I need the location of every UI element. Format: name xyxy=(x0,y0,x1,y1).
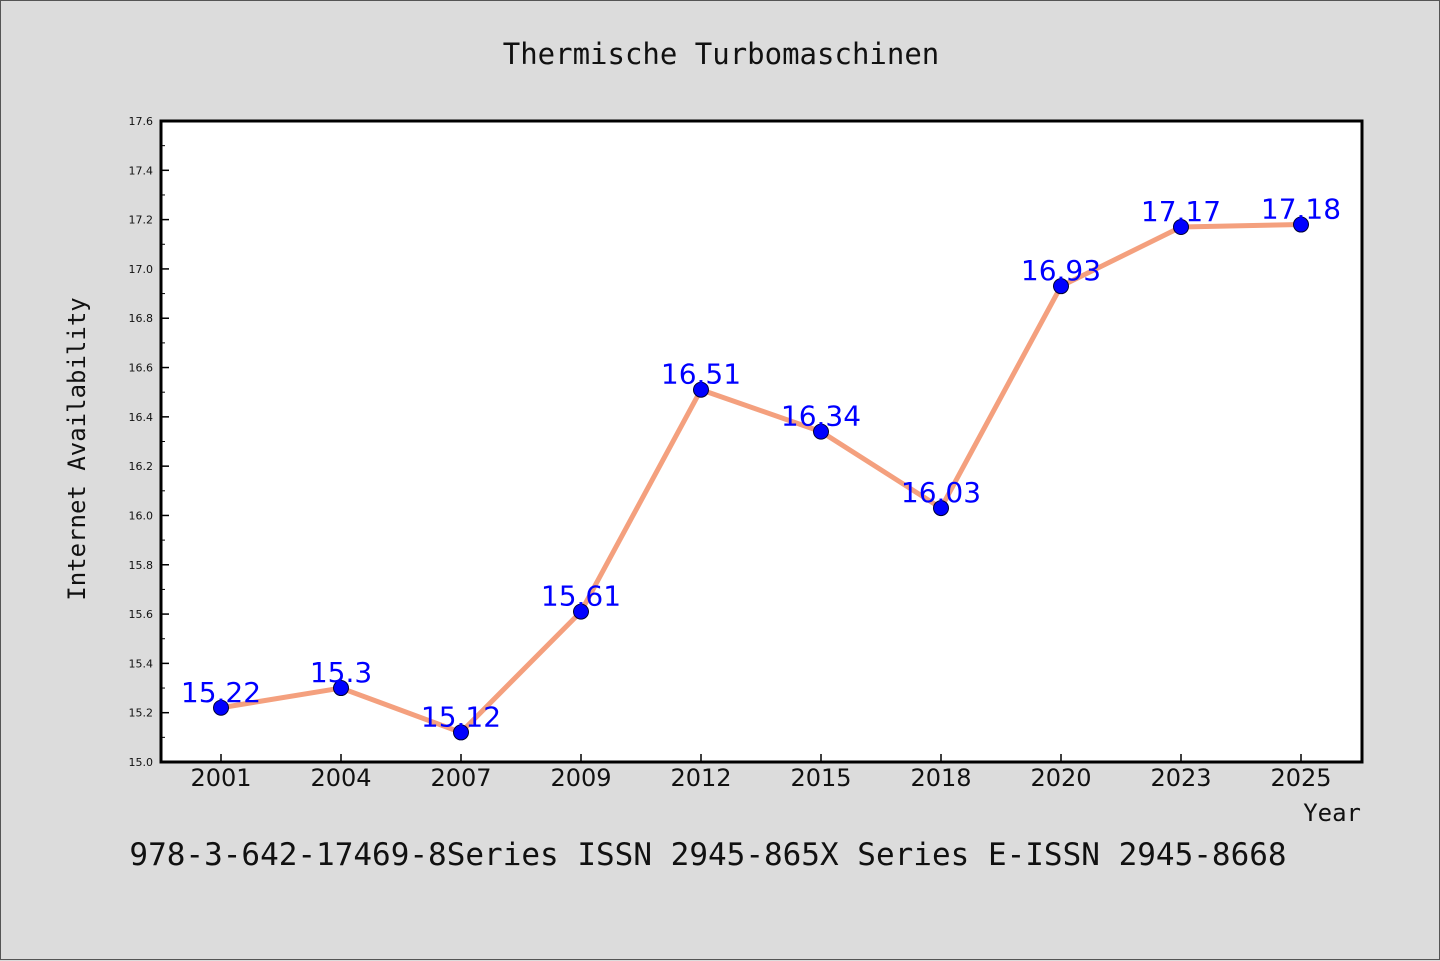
data-label: 17.17 xyxy=(1141,195,1221,228)
y-tick-label: 15.6 xyxy=(129,608,154,621)
y-tick-label: 15.0 xyxy=(129,756,154,769)
x-axis-label: Year xyxy=(1303,799,1361,827)
data-point xyxy=(1293,216,1309,233)
x-tick-label: 2004 xyxy=(310,764,371,792)
x-tick-label: 2012 xyxy=(670,764,731,792)
data-point xyxy=(453,724,469,741)
series-line xyxy=(218,222,1304,735)
y-tick-label: 17.4 xyxy=(129,164,154,177)
data-label: 16.51 xyxy=(661,358,741,391)
x-tick-label: 2009 xyxy=(550,764,611,792)
data-label: 16.03 xyxy=(901,476,981,509)
x-tick-label: 2015 xyxy=(790,764,851,792)
series-line-group xyxy=(218,222,1304,735)
x-tick-label: 2007 xyxy=(430,764,491,792)
data-label: 16.93 xyxy=(1021,254,1101,287)
y-tick-label: 16.0 xyxy=(129,509,154,522)
footer-isbn-text: 978-3-642-17469-8Series ISSN 2945-865X S… xyxy=(129,837,1286,873)
y-axis-label: Internet Availability xyxy=(63,297,91,600)
y-tick-label: 16.6 xyxy=(129,362,154,375)
y-tick-label: 15.4 xyxy=(129,657,154,670)
y-tick-label: 16.8 xyxy=(129,312,154,325)
data-point xyxy=(1173,219,1189,236)
x-tick-label: 2025 xyxy=(1270,764,1331,792)
data-point xyxy=(693,381,709,398)
data-point xyxy=(573,603,589,620)
y-tick-label: 17.2 xyxy=(129,214,154,227)
data-label: 17.18 xyxy=(1261,193,1341,226)
y-axis: 15.0 15.2 15.4 15.6 15.8 16.0 16.2 16.4 16.6 16.8… xyxy=(129,115,169,769)
data-label: 15.61 xyxy=(541,580,621,613)
data-labels: 15.22 15.3 15.12 15.61 16.51 16.34 16.03 16.93 1… xyxy=(181,193,1341,734)
data-point xyxy=(933,500,949,517)
y-tick-label: 17.6 xyxy=(129,115,154,128)
data-points xyxy=(213,216,1309,741)
y-tick-label: 15.2 xyxy=(129,707,154,720)
data-label: 15.12 xyxy=(421,700,501,733)
x-tick-label: 2023 xyxy=(1150,764,1211,792)
y-tick-label: 16.2 xyxy=(129,460,154,473)
data-label: 16.34 xyxy=(781,400,861,433)
plot-area xyxy=(159,119,1364,764)
y-tick-label: 15.8 xyxy=(129,559,154,572)
y-tick-label: 16.4 xyxy=(129,411,154,424)
data-point xyxy=(813,423,829,440)
data-point xyxy=(333,680,349,697)
x-axis: 2001 2004 2007 2009 2012 2015 2018 2020 2023 2025 xyxy=(190,754,1332,792)
data-point xyxy=(213,699,229,716)
x-tick-label: 2020 xyxy=(1030,764,1091,792)
data-point xyxy=(1053,278,1069,295)
y-tick-label: 17.0 xyxy=(129,263,154,276)
x-tick-label: 2018 xyxy=(910,764,971,792)
x-tick-label: 2001 xyxy=(190,764,251,792)
data-label: 15.22 xyxy=(181,676,261,709)
chart-title: Thermische Turbomaschinen xyxy=(503,37,940,71)
data-label: 15.3 xyxy=(310,656,372,689)
